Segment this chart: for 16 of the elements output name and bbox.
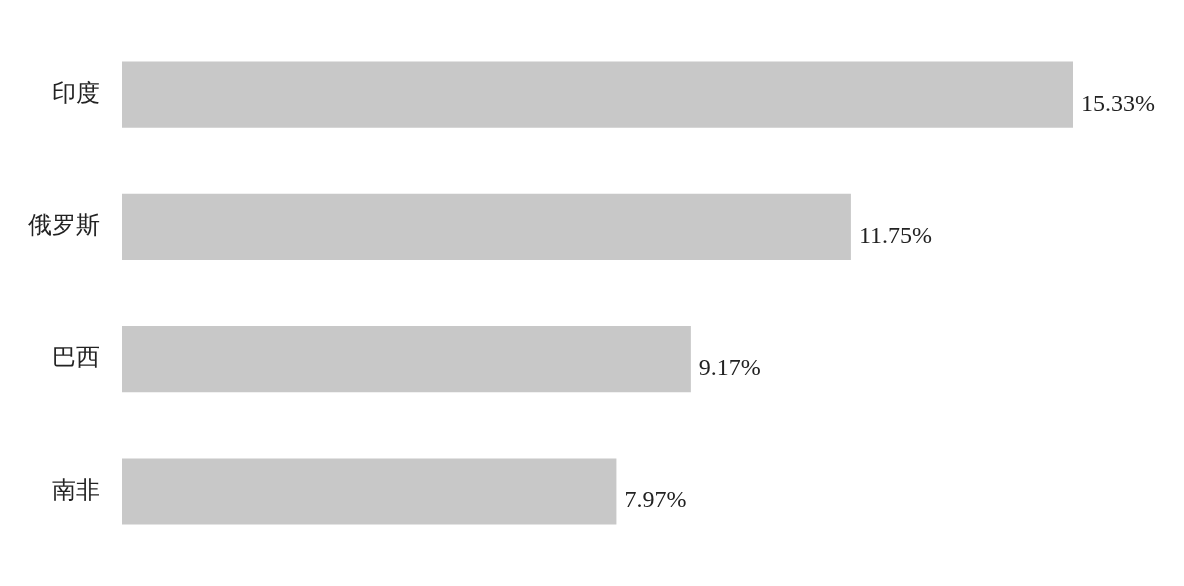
y-tick-label: 巴西 xyxy=(52,343,100,372)
bar xyxy=(122,458,617,525)
bar xyxy=(122,61,1073,128)
y-tick-label: 南非 xyxy=(52,475,100,504)
text: % xyxy=(912,221,933,248)
data-label: 11.75 xyxy=(858,221,913,248)
bar xyxy=(122,193,851,260)
data-label: 9.17 xyxy=(698,354,741,381)
data-label: 15.33 xyxy=(1081,89,1135,116)
y-tick-label: 印度 xyxy=(52,78,100,107)
y-tick-label: 俄罗斯 xyxy=(28,211,100,240)
bar xyxy=(122,326,691,393)
text: % xyxy=(1135,89,1155,116)
text: % xyxy=(740,354,761,381)
text: % xyxy=(666,486,687,513)
data-label: 7.97 xyxy=(624,486,667,513)
